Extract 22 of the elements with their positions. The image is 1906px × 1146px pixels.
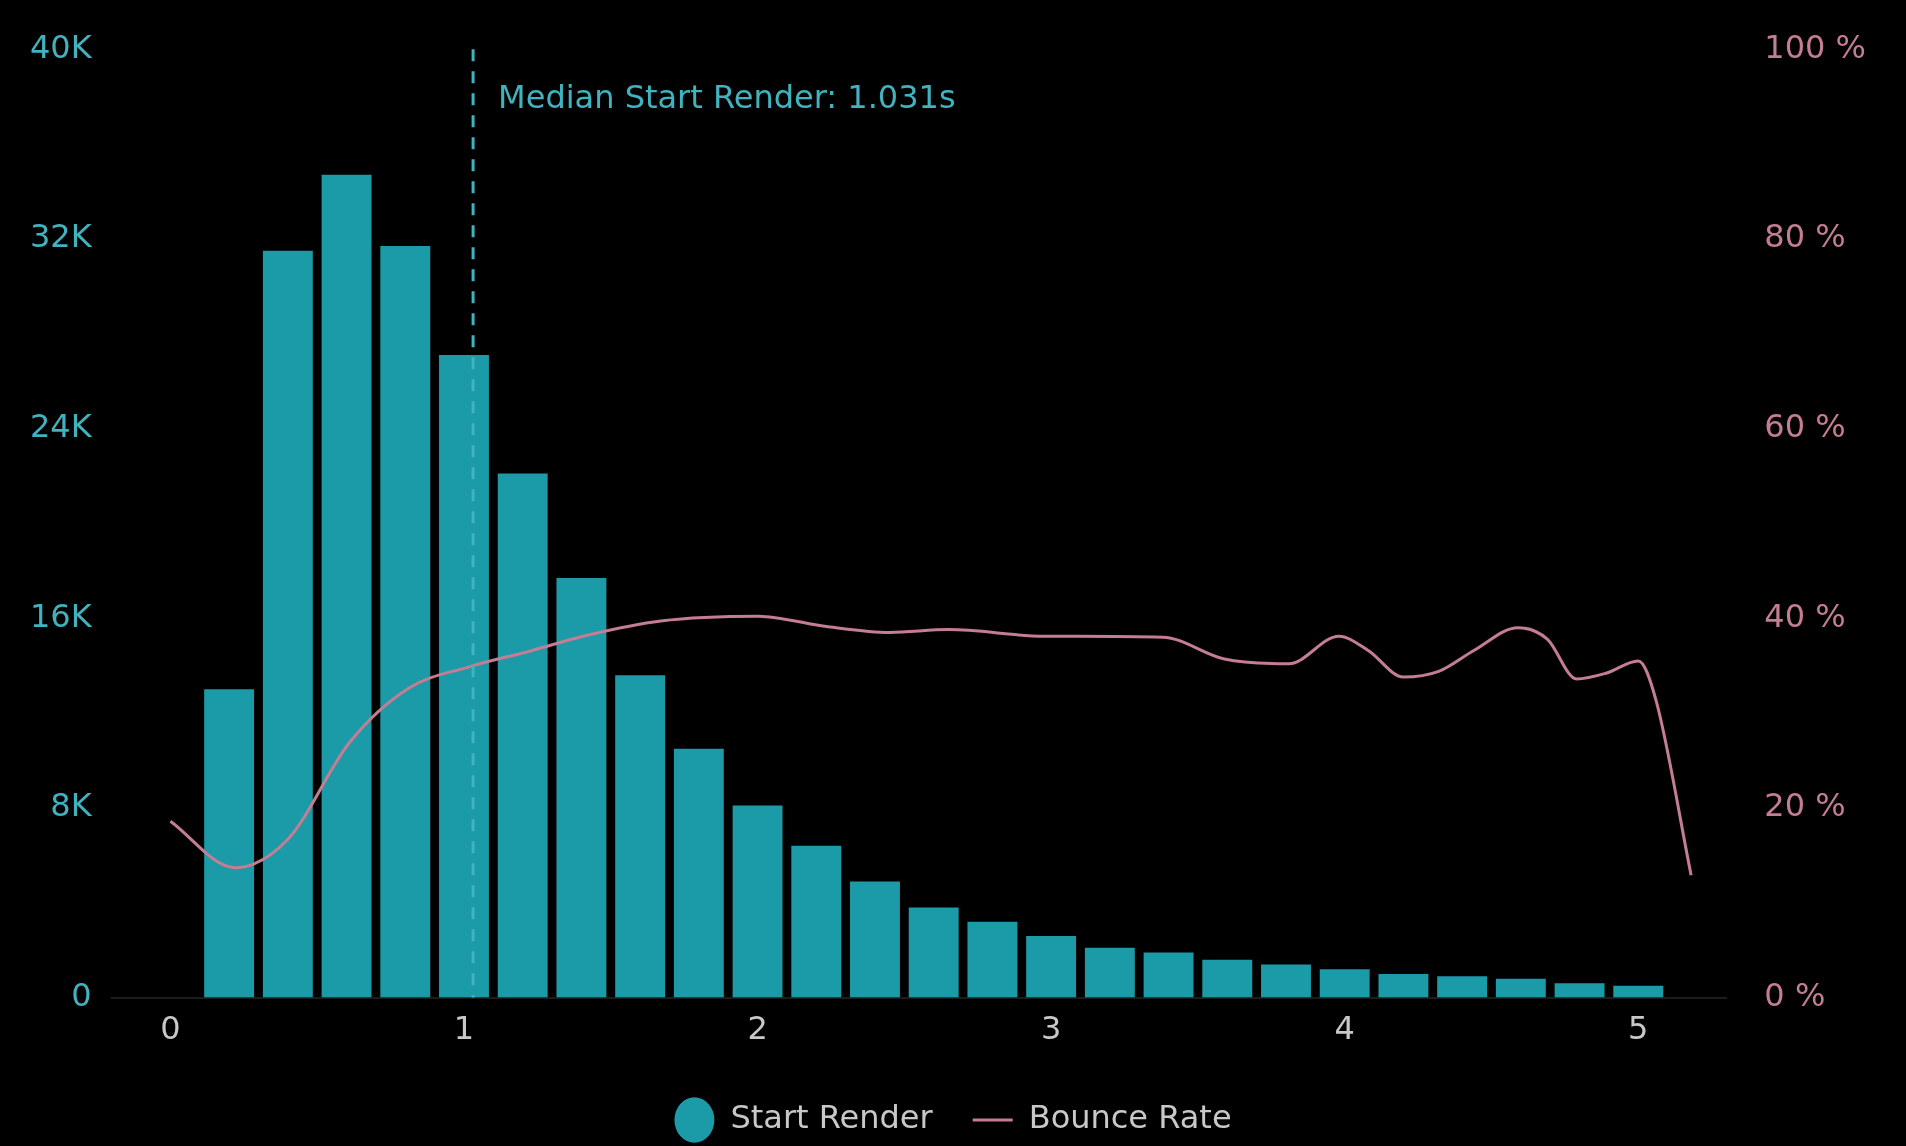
y-tick-label: 16K [30,596,93,635]
x-tick-label: 5 [1628,1009,1649,1048]
y-tick-label: 24K [30,406,93,445]
y2-tick-label: 20 % [1764,786,1846,825]
legend-label: Start Render [730,1098,934,1137]
y2-tick-label: 40 % [1764,596,1846,635]
y2-tick-label: 80 % [1764,217,1846,256]
legend-label: Bounce Rate [1028,1098,1232,1137]
x-tick-label: 1 [453,1009,475,1048]
x-tick-label: 0 [160,1009,181,1048]
y2-tick-label: 0 % [1764,975,1826,1014]
x-tick-label: 3 [1040,1009,1062,1048]
line-series [168,614,1693,877]
y2-tick-label: 60 % [1764,406,1846,445]
x-tick-label: 4 [1334,1009,1355,1048]
y2-tick-label: 100 % [1764,27,1866,66]
ref-line-label: Median Start Render: 1.031s [498,77,956,116]
y-tick-label: 32K [30,217,93,256]
y-tick-label: 40K [30,27,93,66]
y-tick-label: 8K [50,786,93,825]
x-tick-label: 2 [747,1009,768,1048]
y-tick-label: 0 [71,975,92,1014]
